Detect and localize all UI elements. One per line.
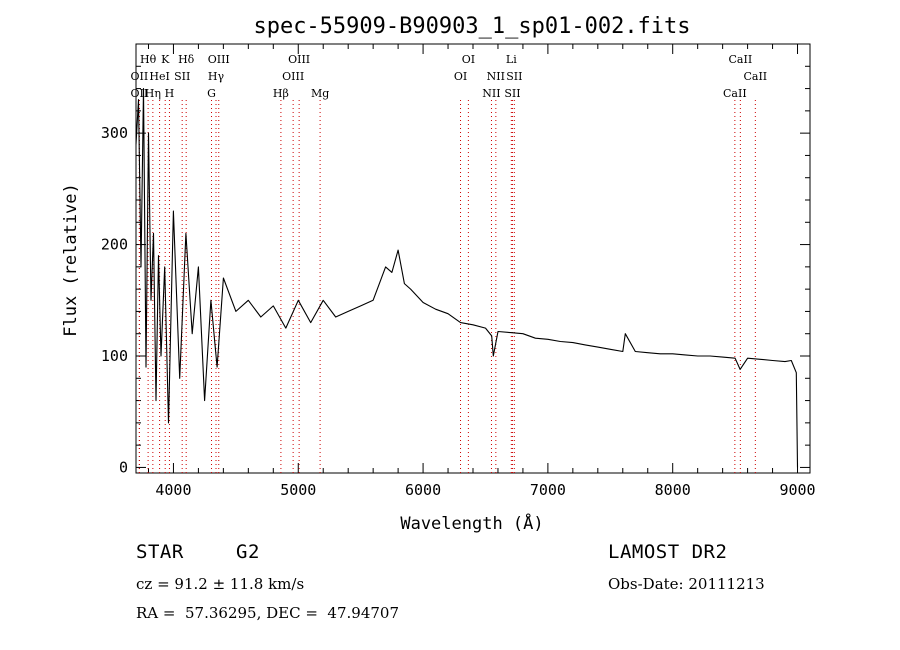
line-id-label: OIII <box>288 53 310 66</box>
coordinates-text: RA = 57.36295, DEC = 47.94707 <box>136 604 400 622</box>
line-id-label: OIII <box>208 53 230 66</box>
line-id-label: OI <box>462 53 475 66</box>
y-tick-label: 200 <box>101 236 128 254</box>
x-tick-label: 7000 <box>530 481 566 499</box>
line-id-label: Hβ <box>273 87 289 100</box>
tick-labels: 4000 5000 6000 7000 8000 9000 0 100 200 300 <box>101 124 816 499</box>
line-id-label: SII <box>174 70 190 83</box>
line-id-label: Hδ <box>178 53 195 66</box>
x-tick-label: 8000 <box>655 481 691 499</box>
line-id-label: CaII <box>723 87 747 100</box>
line-id-label: Hη <box>145 87 161 100</box>
line-identifications: OIIOIIHθHηHeIKHSIIHδGHγOIIIHβOIIIOIIIMgO… <box>131 53 767 473</box>
line-id-label: OII <box>131 70 149 83</box>
line-id-label: CaII <box>729 53 753 66</box>
x-tick-label: 5000 <box>280 481 316 499</box>
chart-title: spec-55909-B90903_1_sp01-002.fits <box>253 14 690 39</box>
x-tick-label: 9000 <box>779 481 815 499</box>
object-subclass: G2 <box>236 541 260 563</box>
line-id-label: OI <box>454 70 467 83</box>
y-tick-label: 100 <box>101 347 128 365</box>
x-tick-label: 4000 <box>155 481 191 499</box>
spectrum-series <box>135 88 799 468</box>
y-axis-label: Flux (relative) <box>61 183 81 337</box>
line-id-label: NII <box>482 87 500 100</box>
plot-axes <box>135 43 811 474</box>
line-id-label: Hγ <box>208 70 225 83</box>
redshift-text: cz = 91.2 ± 11.8 km/s <box>136 575 305 593</box>
x-tick-label: 6000 <box>405 481 441 499</box>
object-class: STAR <box>136 541 184 563</box>
line-id-label: SII <box>506 70 522 83</box>
line-id-label: K <box>161 53 170 66</box>
plot-frame <box>135 43 811 474</box>
y-tick-label: 0 <box>119 458 128 476</box>
line-id-label: Mg <box>311 87 329 100</box>
line-id-label: H <box>165 87 175 100</box>
y-tick-label: 300 <box>101 124 128 142</box>
line-id-label: CaII <box>743 70 767 83</box>
survey-name: LAMOST DR2 <box>608 541 728 563</box>
line-id-label: NII <box>487 70 505 83</box>
line-id-label: Hθ <box>140 53 157 66</box>
line-id-label: HeI <box>149 70 169 83</box>
line-id-label: OIII <box>282 70 304 83</box>
spectrum-line <box>135 88 799 468</box>
obs-date-text: Obs-Date: 20111213 <box>608 575 765 593</box>
line-id-label: SII <box>504 87 520 100</box>
x-axis-label: Wavelength (Å) <box>400 512 543 534</box>
line-id-label: G <box>207 87 216 100</box>
line-id-label: Li <box>506 53 517 66</box>
